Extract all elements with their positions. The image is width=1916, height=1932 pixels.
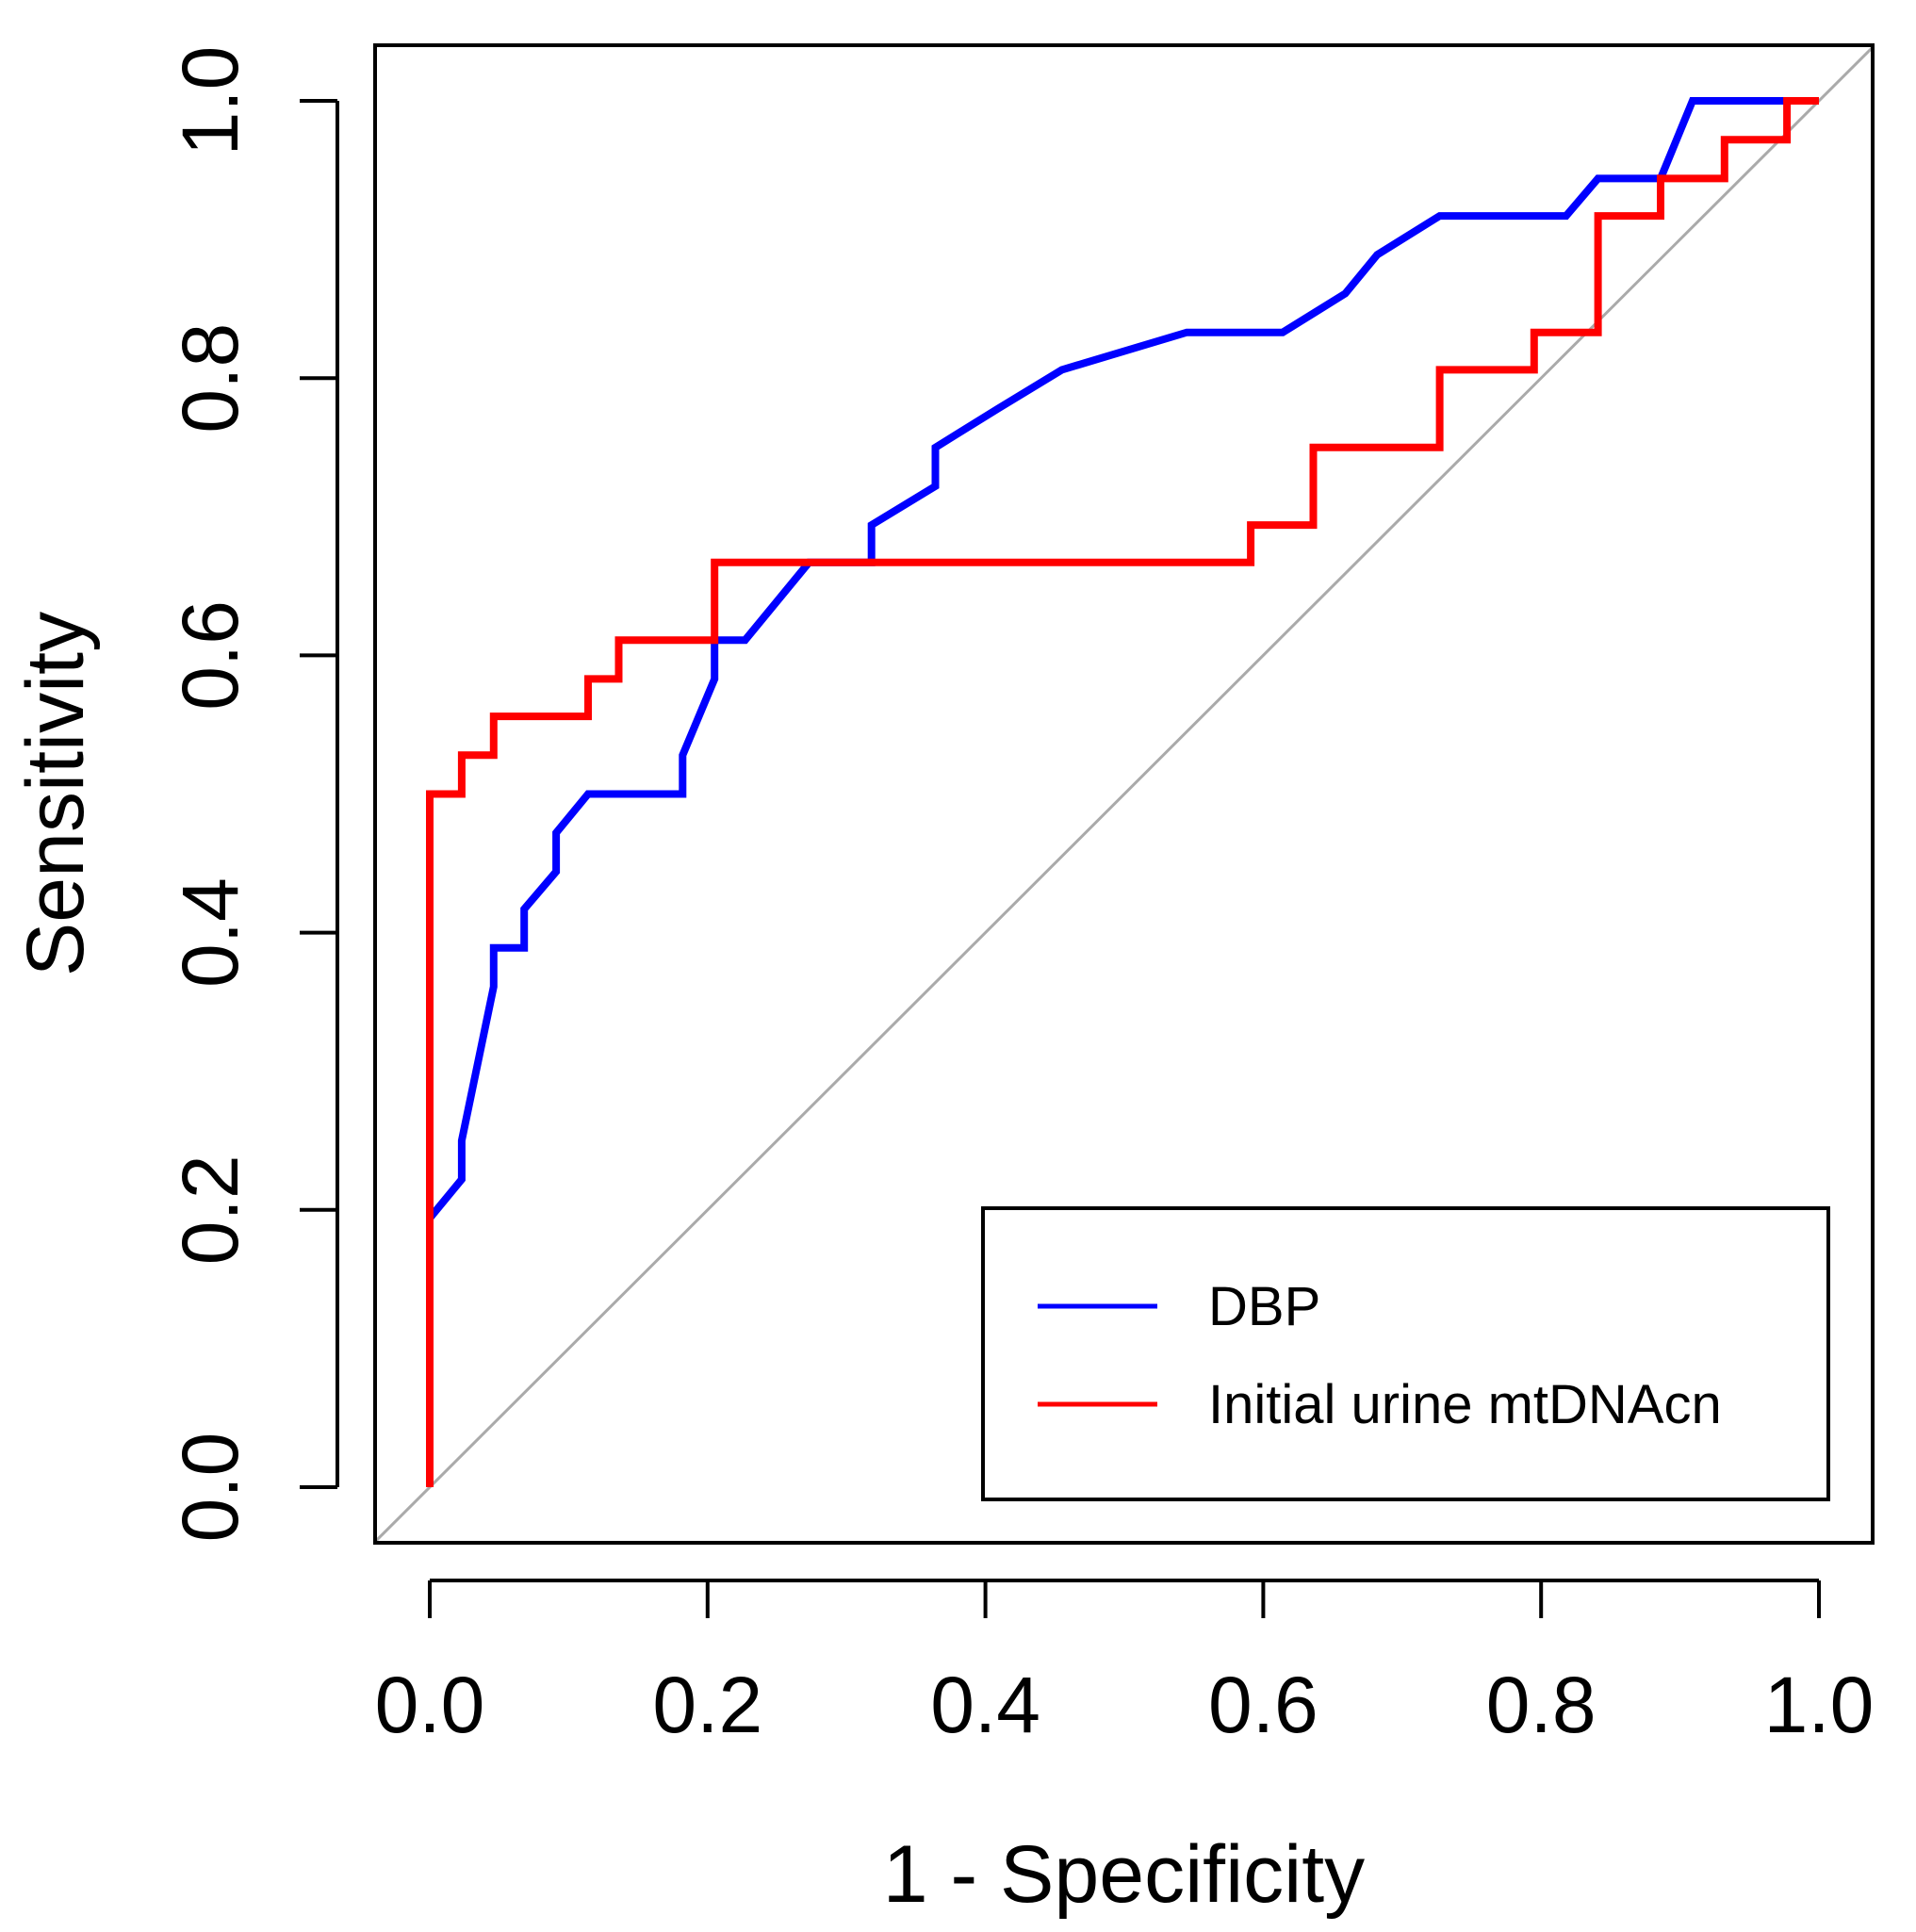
x-tick-label: 1.0 [1764, 1661, 1875, 1749]
plot-clip-group [375, 45, 1873, 1543]
y-axis: 0.0 0.2 0.4 0.6 0.8 1.0 [166, 46, 339, 1543]
x-axis-title: 1 - Specificity [883, 1829, 1365, 1920]
plot-frame [373, 43, 1875, 1545]
x-tick-label: 0.0 [375, 1661, 485, 1749]
plot-area [375, 45, 1873, 1543]
y-tick-label: 0.2 [166, 1154, 254, 1265]
x-tick-label: 0.8 [1486, 1661, 1597, 1749]
y-tick-label: 0.4 [166, 877, 254, 988]
reference-diagonal-line [375, 45, 1873, 1543]
legend: DBP Initial urine mtDNAcn [981, 1206, 1830, 1501]
x-tick-label: 0.2 [652, 1661, 762, 1749]
y-tick-label: 0.8 [166, 323, 254, 434]
x-tick-label: 0.4 [930, 1661, 1040, 1749]
y-tick-label: 0.6 [166, 600, 254, 711]
x-axis: 0.0 0.2 0.4 0.6 0.8 1.0 [375, 1579, 1875, 1749]
y-tick-label: 0.0 [166, 1433, 254, 1543]
y-axis-title: Sensitivity [10, 612, 101, 976]
y-tick-label: 1.0 [166, 46, 254, 156]
legend-label-dbp: DBP [1208, 1276, 1320, 1337]
legend-box [981, 1206, 1830, 1501]
axes: 0.0 0.2 0.4 0.6 0.8 1.0 0.0 0.2 0.4 0.6 0.8 1.0 1 - … [10, 43, 1875, 1920]
x-tick-label: 0.6 [1208, 1661, 1318, 1749]
series-line-initial-urine-mtdnacn [426, 97, 1819, 1487]
legend-label-initial-urine-mtdnacn: Initial urine mtDNAcn [1208, 1374, 1722, 1435]
